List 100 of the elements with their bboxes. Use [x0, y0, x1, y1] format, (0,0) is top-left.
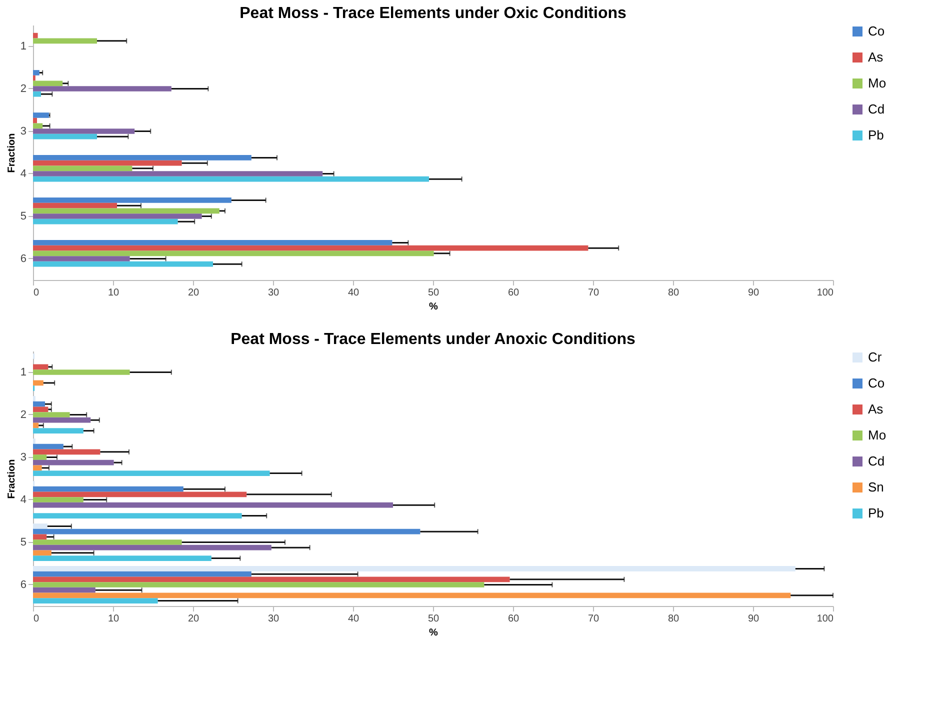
bar: [33, 422, 39, 428]
bar: [33, 176, 429, 182]
bar: [33, 198, 232, 203]
bar: [33, 587, 96, 593]
bar: [33, 208, 220, 214]
y-tick-label: 2: [20, 82, 26, 95]
bar: [33, 134, 97, 140]
bar: [33, 449, 100, 455]
x-tick-label: 40: [348, 614, 360, 624]
x-tick-label: 100: [816, 614, 834, 624]
x-tick-label: 10: [108, 614, 120, 624]
x-tick-label: 30: [268, 288, 280, 298]
y-tick-label: 3: [20, 451, 26, 464]
bar: [33, 91, 41, 97]
x-tick-label: 80: [668, 614, 680, 624]
bar: [33, 32, 38, 38]
bar: [33, 261, 213, 267]
bar: [33, 364, 48, 370]
bar: [33, 444, 64, 450]
x-tick-label: 80: [668, 288, 680, 298]
legend-label: Pb: [868, 506, 884, 520]
bar: [33, 576, 510, 582]
x-tick-label: 0: [34, 614, 40, 624]
y-axis-title: Fraction: [6, 459, 18, 499]
bar: [33, 171, 323, 176]
bar: [33, 497, 84, 502]
bar: [33, 202, 117, 208]
y-tick-label: 1: [20, 40, 26, 52]
bar: [33, 118, 37, 124]
legend-label: Co: [868, 24, 885, 38]
bar: [33, 401, 45, 407]
bar: [33, 513, 242, 518]
bar: [33, 86, 172, 92]
y-tick-label: 3: [20, 125, 26, 138]
y-tick-label: 6: [20, 252, 26, 265]
bar: [33, 454, 47, 460]
x-tick-label: 100: [816, 288, 834, 298]
bar: [33, 566, 796, 572]
bar: [33, 544, 272, 550]
legend-label: Sn: [868, 480, 884, 494]
legend-label: Pb: [868, 128, 884, 142]
legend-label: Cr: [868, 350, 882, 364]
x-tick-label: 50: [428, 288, 440, 298]
bar: [33, 492, 247, 498]
x-tick-label: 40: [348, 288, 360, 298]
x-tick-label: 60: [508, 614, 520, 624]
legend-label: Mo: [868, 428, 886, 442]
chart-title: Peat Moss - Trace Elements under Oxic Conditions: [240, 5, 626, 22]
bar: [33, 582, 484, 588]
bar: [33, 155, 252, 160]
bar: [33, 370, 130, 375]
y-tick-label: 4: [20, 168, 26, 180]
x-tick-label: 30: [268, 614, 280, 624]
bar: [33, 160, 182, 166]
bar: [33, 70, 40, 76]
x-tick-label: 70: [588, 288, 600, 298]
y-tick-label: 1: [20, 366, 26, 378]
bar: [33, 470, 270, 476]
bar: [33, 166, 132, 172]
bar: [33, 112, 49, 118]
x-axis-title: %: [429, 302, 438, 312]
bar: [33, 128, 135, 134]
x-tick-label: 90: [748, 288, 760, 298]
x-axis-title: %: [429, 628, 438, 638]
legend-label: Cd: [868, 454, 885, 468]
y-tick-label: 6: [20, 578, 26, 591]
bar: [33, 240, 392, 246]
y-tick-label: 4: [20, 494, 26, 506]
bar: [33, 218, 178, 224]
bar: [33, 380, 44, 386]
bar: [33, 250, 434, 256]
bar: [33, 592, 791, 598]
y-tick-label: 5: [20, 536, 26, 548]
x-tick-label: 0: [34, 288, 40, 298]
chart-title: Peat Moss - Trace Elements under Anoxic Conditions: [230, 331, 636, 348]
bar: [33, 256, 130, 262]
bar: [33, 428, 84, 434]
bar: [33, 540, 182, 545]
bar: [33, 556, 212, 561]
x-tick-label: 50: [428, 614, 440, 624]
bar: [33, 123, 43, 129]
x-tick-label: 20: [188, 288, 200, 298]
bar: [33, 534, 47, 540]
bar: [33, 38, 97, 44]
x-tick-label: 20: [188, 614, 200, 624]
legend-label: As: [868, 402, 884, 416]
bar: [33, 486, 184, 492]
y-tick-label: 2: [20, 408, 26, 421]
bar: [33, 465, 42, 471]
bar: [33, 550, 52, 556]
bar: [33, 406, 48, 412]
y-axis-title: Fraction: [6, 133, 18, 173]
bar: [33, 417, 91, 423]
legend-label: Mo: [868, 76, 886, 90]
legend-label: As: [868, 50, 884, 64]
x-tick-label: 70: [588, 614, 600, 624]
bar: [33, 571, 252, 577]
bar: [33, 412, 70, 418]
x-tick-label: 60: [508, 288, 520, 298]
bar: [33, 598, 158, 604]
